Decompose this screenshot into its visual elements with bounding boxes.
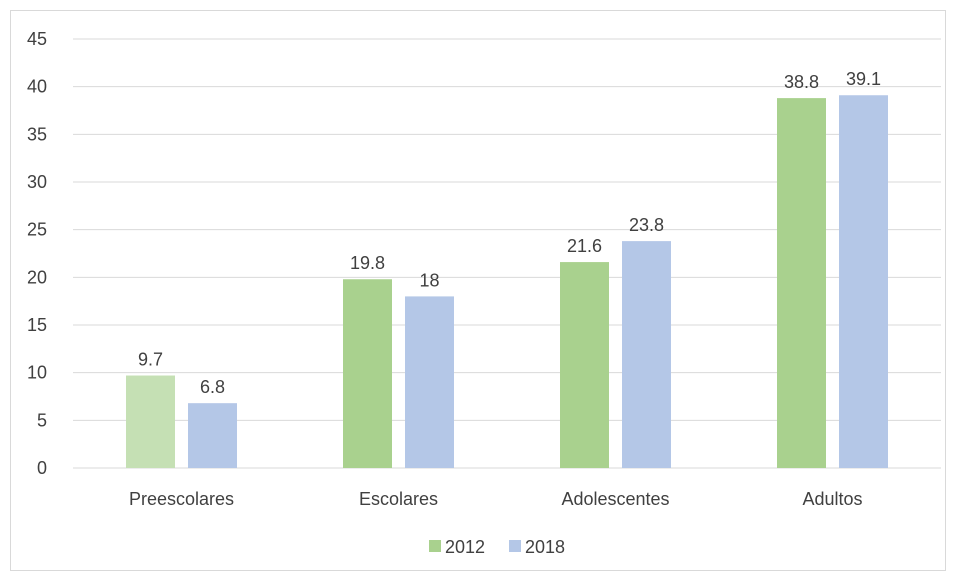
chart-frame: 0 5 10 15 20 25 30 35 40 45 9.7 6.8 19.8 18 21.6 23.8 3… xyxy=(10,10,946,571)
y-tick-label: 45 xyxy=(27,29,47,49)
data-labels: 9.7 6.8 19.8 18 21.6 23.8 38.8 39.1 xyxy=(138,69,881,397)
bar-adolescentes-2018 xyxy=(622,241,671,468)
y-tick-label: 40 xyxy=(27,77,47,97)
y-tick-label: 5 xyxy=(37,410,47,430)
y-tick-label: 0 xyxy=(37,458,47,478)
data-label-adolescentes-2018: 23.8 xyxy=(629,215,664,235)
bar-preescolares-2018 xyxy=(188,403,237,468)
legend-label-2012: 2012 xyxy=(445,537,485,557)
data-label-preescolares-2012: 9.7 xyxy=(138,350,163,370)
bar-adultos-2012 xyxy=(777,98,826,469)
bar-escolares-2018 xyxy=(405,296,454,468)
category-label-escolares: Escolares xyxy=(359,489,438,509)
legend: 2012 2018 xyxy=(429,537,565,557)
data-label-escolares-2012: 19.8 xyxy=(350,253,385,273)
bars xyxy=(126,95,888,469)
x-axis-categories: Preescolares Escolares Adolescentes Adultos xyxy=(129,489,863,509)
bar-adolescentes-2012 xyxy=(560,262,609,468)
y-tick-label: 25 xyxy=(27,220,47,240)
y-axis-ticks: 0 5 10 15 20 25 30 35 40 45 xyxy=(27,29,47,478)
data-label-preescolares-2018: 6.8 xyxy=(200,377,225,397)
bar-preescolares-2012 xyxy=(126,375,175,468)
legend-swatch-2018 xyxy=(509,540,521,552)
y-tick-label: 30 xyxy=(27,172,47,192)
y-tick-label: 10 xyxy=(27,363,47,383)
data-label-adultos-2018: 39.1 xyxy=(846,69,881,89)
y-tick-label: 15 xyxy=(27,315,47,335)
category-label-adultos: Adultos xyxy=(802,489,862,509)
legend-swatch-2012 xyxy=(429,540,441,552)
y-tick-label: 20 xyxy=(27,267,47,287)
data-label-escolares-2018: 18 xyxy=(419,270,439,290)
category-label-preescolares: Preescolares xyxy=(129,489,234,509)
bar-escolares-2012 xyxy=(343,279,392,468)
legend-label-2018: 2018 xyxy=(525,537,565,557)
y-tick-label: 35 xyxy=(27,124,47,144)
data-label-adultos-2012: 38.8 xyxy=(784,72,819,92)
bar-chart: 0 5 10 15 20 25 30 35 40 45 9.7 6.8 19.8 18 21.6 23.8 3… xyxy=(27,29,941,557)
data-label-adolescentes-2012: 21.6 xyxy=(567,236,602,256)
category-label-adolescentes: Adolescentes xyxy=(561,489,669,509)
bar-adultos-2018 xyxy=(839,95,888,468)
